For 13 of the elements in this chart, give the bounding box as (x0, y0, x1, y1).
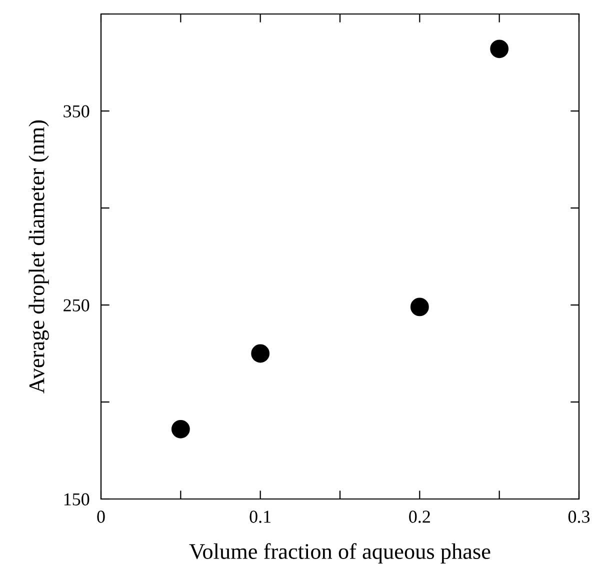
point (251, 344, 270, 363)
x-tick-label: 0 (97, 510, 105, 523)
y-tick-label: 350 (64, 105, 90, 118)
point (490, 40, 509, 58)
x-axis-title: Volume fraction of aqueous phase (189, 543, 490, 564)
x-tick-label: 0.2 (409, 510, 430, 523)
x-tick-label: 0.1 (250, 510, 271, 523)
y-tick-label: 250 (64, 299, 90, 312)
point (410, 298, 429, 316)
y-tick-label: 150 (64, 493, 90, 506)
y-axis-title: Average droplet diameter (nm) (28, 120, 49, 394)
point (171, 420, 190, 438)
x-tick-label: 0.3 (568, 510, 590, 523)
